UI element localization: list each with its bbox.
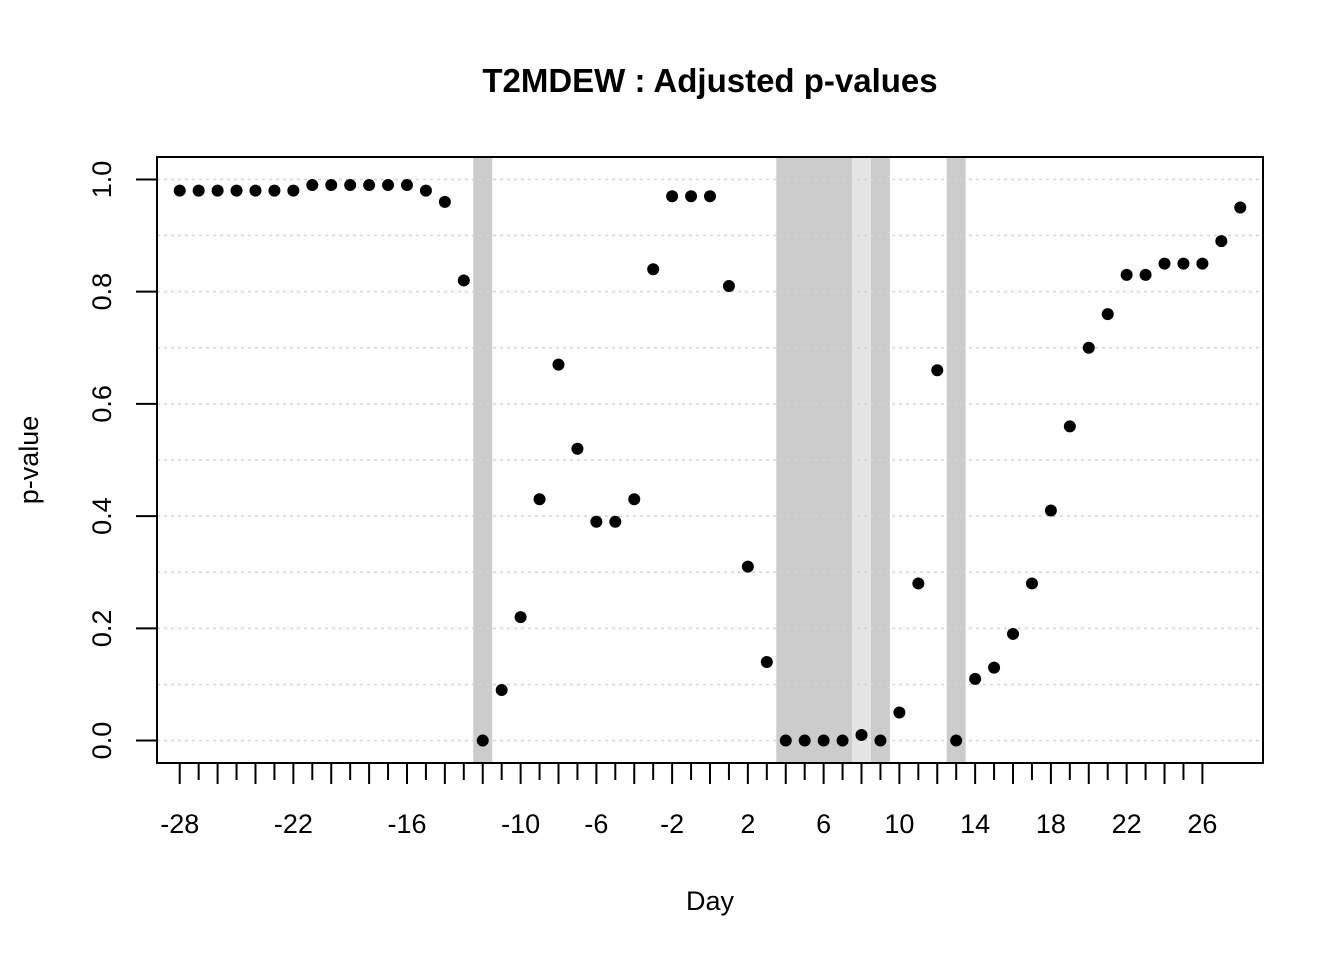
data-point <box>192 184 205 197</box>
data-point <box>363 179 376 192</box>
y-tick-label: 0.8 <box>87 273 117 311</box>
data-point <box>1120 268 1133 281</box>
data-point <box>230 184 243 197</box>
data-point <box>931 364 944 377</box>
shaded-band <box>852 157 871 763</box>
data-point <box>552 358 565 371</box>
data-point <box>609 515 622 528</box>
data-point <box>1044 504 1057 517</box>
y-tick-label: 0.6 <box>87 385 117 423</box>
data-point <box>1158 257 1171 270</box>
data-point <box>1025 577 1038 590</box>
data-point <box>382 179 395 192</box>
x-tick-label: 22 <box>1112 809 1142 839</box>
y-axis: 0.0 0.2 0.4 0.6 0.8 1.0 <box>87 161 158 760</box>
data-point <box>173 184 186 197</box>
data-point <box>400 179 413 192</box>
data-point <box>1101 308 1114 321</box>
data-point <box>1063 420 1076 433</box>
x-tick-label: 26 <box>1187 809 1217 839</box>
data-point <box>1196 257 1209 270</box>
data-point <box>514 611 527 624</box>
data-point <box>1007 627 1020 640</box>
data-point <box>476 734 489 747</box>
chart-title: T2MDEW : Adjusted p-values <box>482 62 937 99</box>
y-axis-label: p-value <box>14 416 44 505</box>
x-tick-label: -6 <box>584 809 608 839</box>
data-points <box>173 179 1247 747</box>
data-point <box>950 734 963 747</box>
x-tick-label: 10 <box>884 809 914 839</box>
x-tick-label: 14 <box>960 809 990 839</box>
data-point <box>306 179 319 192</box>
x-tick-label: 6 <box>816 809 831 839</box>
data-point <box>211 184 224 197</box>
x-tick-label: -10 <box>501 809 540 839</box>
data-point <box>685 190 698 203</box>
data-point <box>969 672 982 685</box>
data-point <box>1234 201 1247 214</box>
data-point <box>419 184 432 197</box>
shaded-band <box>473 157 493 763</box>
y-tick-label: 0.0 <box>87 722 117 760</box>
data-point <box>287 184 300 197</box>
data-point <box>798 734 811 747</box>
data-point <box>893 706 906 719</box>
data-point <box>647 263 660 276</box>
x-tick-label: -2 <box>660 809 684 839</box>
data-point <box>817 734 830 747</box>
data-point <box>704 190 716 203</box>
y-tick-label: 0.2 <box>87 610 117 648</box>
x-tick-label: -28 <box>160 809 199 839</box>
data-point <box>571 442 584 455</box>
data-point <box>874 734 887 747</box>
y-tick-label: 1.0 <box>87 161 117 199</box>
data-point <box>628 493 641 506</box>
data-point <box>1139 268 1152 281</box>
data-point <box>912 577 925 590</box>
data-point <box>760 656 773 668</box>
x-axis: -28 -22 -16 -10 -6 -2 2 6 10 14 18 22 26 <box>160 762 1217 839</box>
data-point <box>325 179 338 192</box>
grid <box>157 178 1263 742</box>
data-point <box>533 493 546 506</box>
data-point <box>457 274 470 287</box>
x-tick-label: 18 <box>1036 809 1066 839</box>
data-point <box>855 728 868 741</box>
data-point <box>1215 235 1228 248</box>
data-point <box>836 734 849 747</box>
x-axis-label: Day <box>686 886 735 916</box>
data-point <box>268 184 281 197</box>
data-point <box>722 280 735 293</box>
data-point <box>741 560 754 573</box>
data-point <box>666 190 679 203</box>
data-point <box>590 515 603 528</box>
x-tick-label: -22 <box>274 809 313 839</box>
x-tick-label: -16 <box>387 809 426 839</box>
data-point <box>1177 257 1190 270</box>
data-point <box>495 684 508 697</box>
data-point <box>988 661 1001 674</box>
data-point <box>1082 341 1095 354</box>
data-point <box>249 184 262 197</box>
data-point <box>779 734 792 747</box>
x-tick-label: 2 <box>740 809 755 839</box>
y-tick-label: 0.4 <box>87 497 117 535</box>
data-point <box>344 179 357 192</box>
data-point <box>438 195 451 208</box>
